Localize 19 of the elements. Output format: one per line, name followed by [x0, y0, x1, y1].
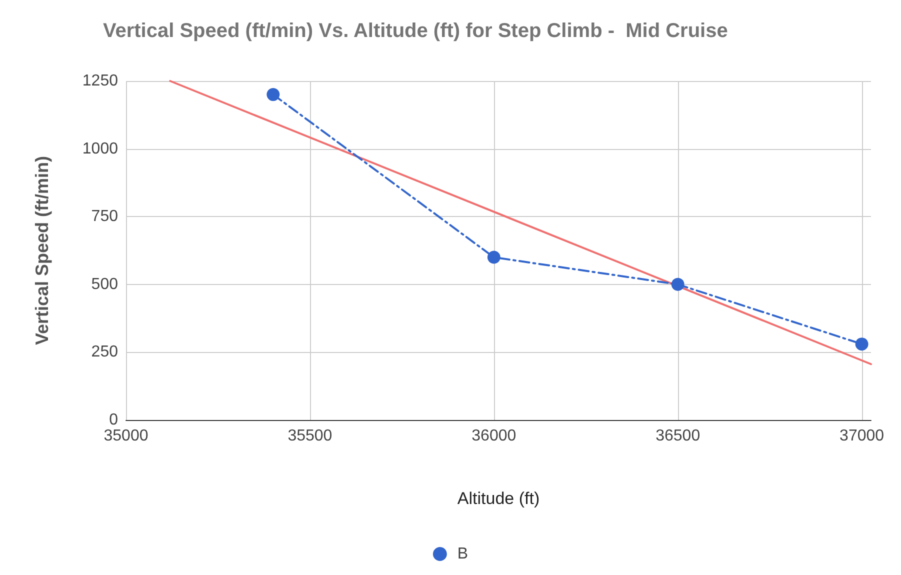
point	[487, 250, 500, 264]
x-tick-label: 37000	[840, 428, 884, 444]
x-tick-label: 35000	[104, 428, 148, 444]
y-axis-title: Vertical Speed (ft/min)	[32, 156, 52, 346]
chart-title: Vertical Speed (ft/min) Vs. Altitude (ft) for Step Climb - Mid Cruise	[103, 20, 728, 42]
point	[671, 278, 684, 291]
y-tick-label: 750	[91, 208, 118, 226]
point	[855, 338, 868, 351]
x-tick-label: 36000	[472, 428, 516, 444]
x-tick-label: 35500	[288, 428, 332, 444]
y-tick-label: 0	[109, 412, 118, 428]
x-axis-title: Altitude (ft)	[457, 489, 540, 508]
y-tick-label: 500	[91, 276, 118, 293]
point	[266, 88, 280, 102]
legend-label: B	[457, 546, 468, 562]
y-tick-label: 1250	[82, 72, 118, 90]
y-tick-label: 1000	[82, 140, 118, 158]
y-tick-label: 250	[91, 344, 118, 361]
x-tick-label: 36500	[656, 428, 700, 444]
